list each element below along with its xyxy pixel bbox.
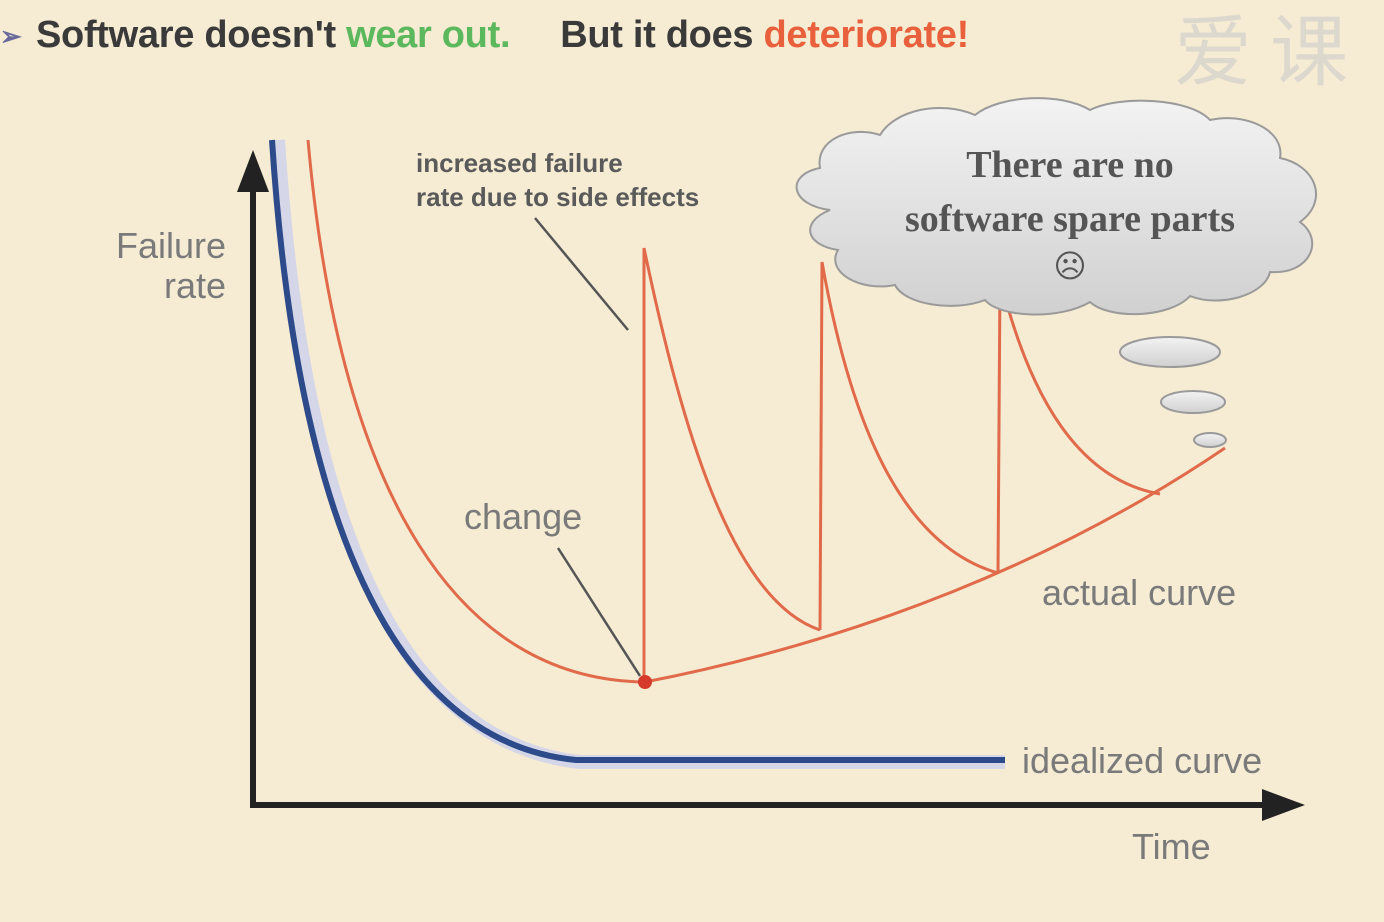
sad-face-icon: ☹ (1053, 247, 1087, 285)
y-axis-label: Failure rate (96, 226, 226, 306)
thought-bubble-medium (1160, 390, 1226, 414)
headline-part1: Software doesn't (36, 14, 347, 56)
change-annotation: change (464, 496, 583, 537)
thought-bubble-small (1193, 432, 1227, 448)
bullet-arrow-icon: ➢ (0, 21, 22, 52)
cloud-line2: software spare parts (905, 198, 1235, 240)
thought-cloud (795, 97, 1318, 448)
change-point-marker (638, 675, 652, 689)
side-effects-pointer (534, 217, 629, 331)
idealized-curve-label: idealized curve (1022, 740, 1263, 781)
actual-curve-spike-3 (996, 277, 1161, 574)
x-axis-arrowhead-icon (1262, 789, 1305, 821)
watermark-text: 爱课 (1173, 8, 1366, 98)
actual-curve-label: actual curve (1042, 572, 1237, 613)
slide-headline: ➢ Software doesn't wear out. But it does d… (0, 14, 969, 57)
idealized-curve (269, 139, 1005, 763)
change-pointer (556, 547, 642, 677)
headline-part3: But it does (560, 14, 764, 56)
headline-wear-out: wear out. (346, 14, 511, 56)
actual-curve-spike-1 (642, 247, 821, 680)
y-axis-label-line2: rate (163, 265, 226, 306)
thought-bubble-large (1119, 336, 1221, 368)
y-axis-label-line1: Failure (115, 225, 226, 266)
headline-deteriorate: deteriorate! (763, 14, 970, 56)
y-axis-arrowhead-icon (237, 150, 269, 192)
side-effects-line2: rate due to side effects (416, 182, 700, 212)
x-axis-label: Time (1132, 826, 1211, 867)
side-effects-annotation: increased failure rate due to side effec… (416, 146, 699, 214)
side-effects-line1: increased failure (416, 148, 623, 178)
cloud-line1: There are no (966, 144, 1174, 186)
cloud-message: There are no software spare parts ☹ (860, 138, 1280, 286)
actual-curve-spike-2 (818, 261, 999, 631)
